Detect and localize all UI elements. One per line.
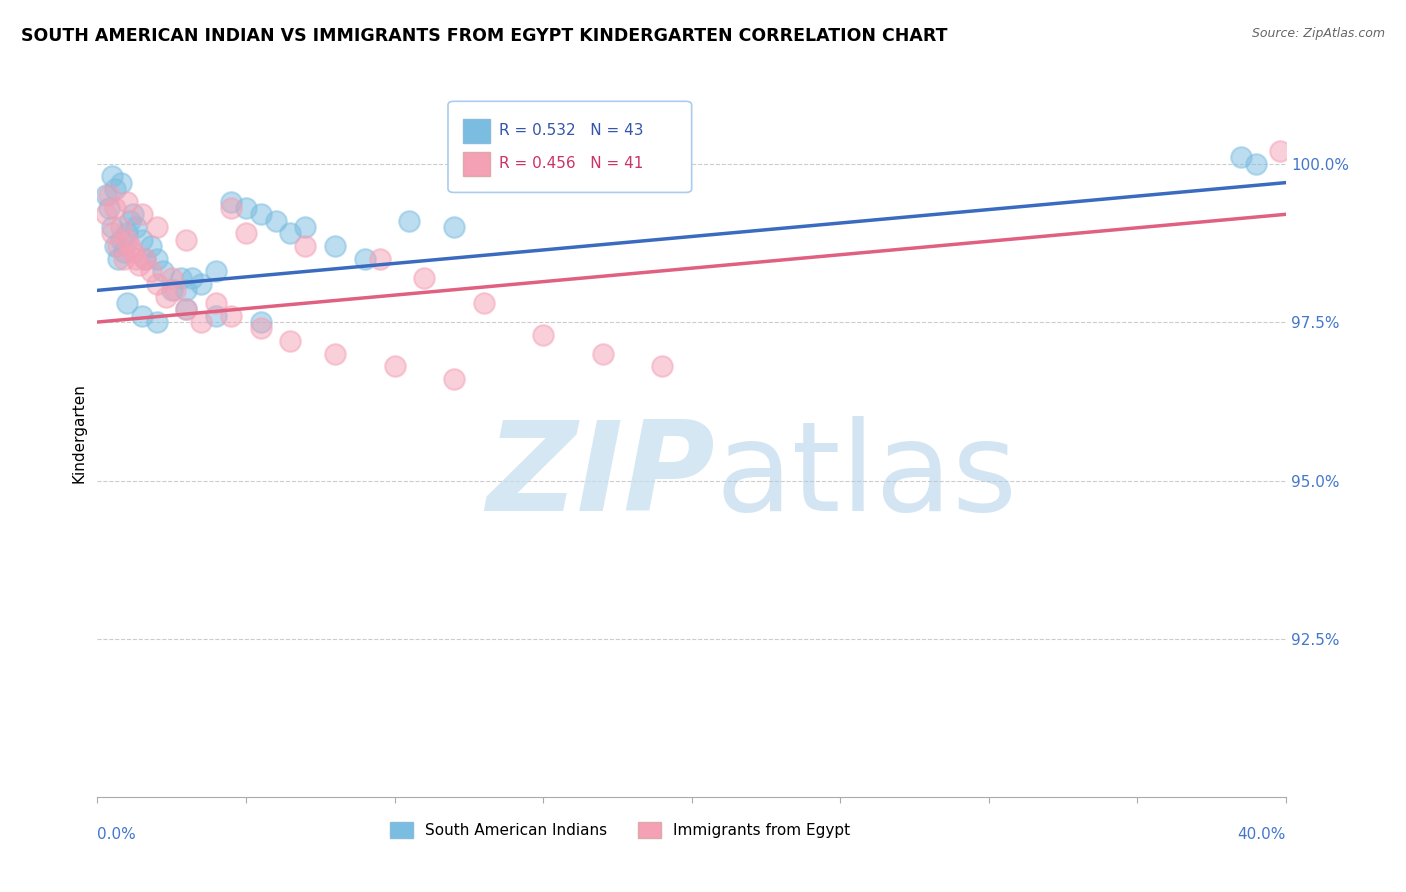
Point xyxy=(219,309,242,323)
Text: 40.0%: 40.0% xyxy=(1237,827,1286,842)
Point xyxy=(249,207,271,221)
Point xyxy=(353,252,375,266)
Y-axis label: Kindergarten: Kindergarten xyxy=(72,383,86,483)
Text: ZIP: ZIP xyxy=(486,417,716,537)
Point xyxy=(98,201,121,215)
Point xyxy=(1268,144,1291,158)
Point xyxy=(115,227,138,241)
Text: SOUTH AMERICAN INDIAN VS IMMIGRANTS FROM EGYPT KINDERGARTEN CORRELATION CHART: SOUTH AMERICAN INDIAN VS IMMIGRANTS FROM… xyxy=(21,27,948,45)
Point xyxy=(112,245,135,260)
Point xyxy=(139,239,162,253)
Point xyxy=(146,252,169,266)
Point xyxy=(280,227,302,241)
Point xyxy=(101,227,124,241)
Point xyxy=(146,315,169,329)
Point xyxy=(131,233,153,247)
Point xyxy=(205,264,228,278)
Point xyxy=(235,227,257,241)
Text: 0.0%: 0.0% xyxy=(97,827,136,842)
Point xyxy=(294,219,316,234)
Point xyxy=(235,201,257,215)
Point xyxy=(134,252,156,266)
Point xyxy=(115,296,138,310)
Text: Source: ZipAtlas.com: Source: ZipAtlas.com xyxy=(1251,27,1385,40)
Point xyxy=(205,296,228,310)
Point xyxy=(118,239,141,253)
Point xyxy=(280,334,302,348)
Point xyxy=(122,245,145,260)
Point xyxy=(443,219,465,234)
Point xyxy=(110,219,132,234)
Point xyxy=(169,270,191,285)
Point xyxy=(96,207,118,221)
Point xyxy=(115,194,138,209)
Point xyxy=(181,270,204,285)
Point xyxy=(176,284,198,298)
FancyBboxPatch shape xyxy=(464,152,489,176)
Point xyxy=(163,284,186,298)
Point xyxy=(294,239,316,253)
Point xyxy=(1244,156,1267,170)
Point xyxy=(152,264,174,278)
Point xyxy=(531,327,554,342)
Point xyxy=(176,302,198,317)
Point xyxy=(323,347,346,361)
Point xyxy=(131,309,153,323)
Point xyxy=(98,188,121,202)
Point xyxy=(160,270,183,285)
Point xyxy=(125,219,148,234)
Point xyxy=(219,194,242,209)
Point xyxy=(176,302,198,317)
Point xyxy=(205,309,228,323)
Point xyxy=(139,264,162,278)
Point xyxy=(125,252,148,266)
Point xyxy=(110,176,132,190)
Point xyxy=(131,207,153,221)
Point xyxy=(112,252,135,266)
Point xyxy=(110,233,132,247)
Point xyxy=(104,201,127,215)
Point xyxy=(323,239,346,253)
Point xyxy=(155,290,177,304)
Point xyxy=(107,239,129,253)
Point xyxy=(264,213,287,227)
Point xyxy=(190,277,212,291)
Legend: South American Indians, Immigrants from Egypt: South American Indians, Immigrants from … xyxy=(384,816,856,845)
Point xyxy=(219,201,242,215)
Point xyxy=(122,207,145,221)
FancyBboxPatch shape xyxy=(449,102,692,193)
Point xyxy=(118,213,141,227)
Point xyxy=(104,182,127,196)
Point xyxy=(398,213,420,227)
Point xyxy=(96,188,118,202)
Point xyxy=(146,219,169,234)
Point xyxy=(146,277,169,291)
Point xyxy=(443,372,465,386)
FancyBboxPatch shape xyxy=(464,119,489,143)
Point xyxy=(134,252,156,266)
Point xyxy=(190,315,212,329)
Point xyxy=(101,169,124,184)
Point xyxy=(101,219,124,234)
Point xyxy=(368,252,391,266)
Text: R = 0.532   N = 43: R = 0.532 N = 43 xyxy=(499,123,644,138)
Point xyxy=(384,359,406,374)
Point xyxy=(128,258,150,272)
Point xyxy=(651,359,673,374)
Point xyxy=(413,270,436,285)
Point xyxy=(107,252,129,266)
Point xyxy=(115,233,138,247)
Point xyxy=(160,284,183,298)
Point xyxy=(249,315,271,329)
Point xyxy=(472,296,495,310)
Point xyxy=(592,347,614,361)
Text: R = 0.456   N = 41: R = 0.456 N = 41 xyxy=(499,156,644,170)
Point xyxy=(176,233,198,247)
Point xyxy=(104,239,127,253)
Point xyxy=(249,321,271,335)
Text: atlas: atlas xyxy=(716,417,1018,537)
Point xyxy=(1230,150,1253,164)
